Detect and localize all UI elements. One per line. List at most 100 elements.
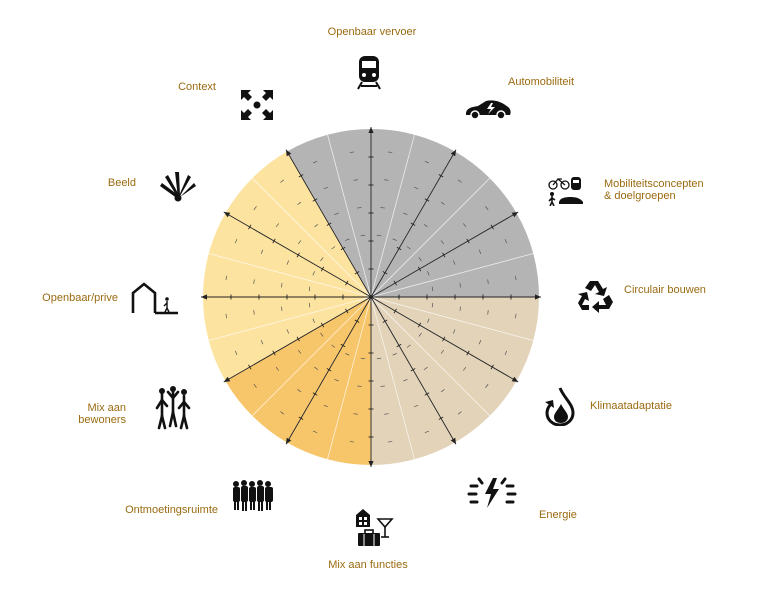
axis-label-mobiliteitsconcepten: Mobiliteitsconcepten & doelgroepen <box>604 178 704 202</box>
sector-mark <box>281 306 283 311</box>
sector-divider <box>208 296 372 341</box>
axis-arrowhead <box>368 127 374 133</box>
sector-mark <box>406 344 411 348</box>
sector-mark <box>297 201 302 205</box>
sector-mark <box>234 350 238 356</box>
public-private-icon <box>131 282 178 315</box>
sector-mark <box>225 313 227 319</box>
sector-mark <box>392 238 397 241</box>
sector-mark <box>440 389 445 393</box>
sector-mark <box>427 318 430 323</box>
axis-arrowhead <box>201 294 207 300</box>
sector-mark <box>260 249 264 255</box>
sector-mark <box>349 151 355 153</box>
sector-mark <box>323 404 329 408</box>
image-fan-icon <box>160 172 196 202</box>
axis-arrowhead <box>450 437 456 445</box>
axis-label-context: Context <box>178 81 216 93</box>
sector-mark <box>253 383 257 388</box>
sector-divider <box>370 134 415 298</box>
wheel-sector <box>287 134 371 297</box>
axis-arrowhead <box>511 376 519 382</box>
sector-divider <box>327 134 372 298</box>
axis-spoke <box>223 211 372 298</box>
people-group-icon <box>233 480 273 511</box>
recycle-icon <box>578 281 613 313</box>
axis-label-circulair-bouwen: Circulair bouwen <box>624 284 706 296</box>
sector-mark <box>418 257 422 262</box>
sector-mark <box>334 212 339 216</box>
sector-mark <box>312 160 318 164</box>
axis-label-mix-aan-functies: Mix aan functies <box>328 559 408 571</box>
sector-mark <box>452 260 456 265</box>
sector-mark <box>297 389 302 393</box>
sector-mark <box>312 430 318 434</box>
sector-mark <box>387 441 393 443</box>
axis-label-automobiliteit: Automobiliteit <box>508 76 575 88</box>
electric-car-icon <box>466 100 511 120</box>
sector-mark <box>380 207 385 209</box>
axis-spoke <box>370 211 519 298</box>
sector-mark <box>281 283 283 288</box>
sector-mark <box>406 246 411 250</box>
sector-mark <box>413 404 419 408</box>
sector-divider <box>327 296 372 460</box>
sector-divider <box>370 296 415 460</box>
axis-arrowhead <box>223 212 231 218</box>
energy-bolt-icon <box>467 477 517 508</box>
axis-arrowhead <box>223 376 231 382</box>
sector-mark <box>424 430 430 434</box>
sector-mark <box>459 306 461 311</box>
sector-mark <box>487 310 489 315</box>
sector-mark <box>253 206 257 211</box>
axis-label-openbaar-vervoer: Openbaar vervoer <box>327 26 417 38</box>
sector-mark <box>320 332 324 337</box>
sector-mark <box>308 286 311 292</box>
mobility-concepts-icon <box>548 177 583 206</box>
wheel-sector <box>252 151 371 297</box>
sector-divider <box>251 177 372 298</box>
sector-mark <box>225 275 227 281</box>
sector-mark <box>440 349 445 354</box>
sector-mark <box>314 366 319 371</box>
sector-mark <box>459 283 461 288</box>
axis-label-beeld: Beeld <box>107 177 136 189</box>
wheel-sector <box>287 297 371 460</box>
sector-mark <box>331 246 336 250</box>
sector-mark <box>323 186 329 190</box>
sector-mark <box>286 329 290 334</box>
sector-divider <box>370 296 534 341</box>
train-icon <box>357 56 381 90</box>
sector-mark <box>515 275 517 281</box>
sector-mark <box>427 271 430 276</box>
wheel-sector <box>371 213 534 297</box>
sector-mark <box>457 179 462 183</box>
sector-mark <box>253 310 255 315</box>
sector-mark <box>280 411 285 415</box>
sector-mark <box>320 257 324 262</box>
wheel-sector <box>371 178 517 297</box>
sector-mark <box>440 201 445 205</box>
axis-label-klimaatadaptatie: Klimaatadaptatie <box>590 400 672 412</box>
axis-arrowhead <box>511 212 519 218</box>
axis-spoke <box>370 296 519 383</box>
wheel-sector <box>371 134 455 297</box>
sector-mark <box>345 353 350 356</box>
sector-mark <box>360 357 366 360</box>
sector-divider <box>370 253 534 298</box>
sector-mark <box>234 238 238 244</box>
axis-spoke <box>370 296 457 445</box>
wheel-sector <box>225 297 371 416</box>
wheel-sector <box>371 151 490 297</box>
axis-spoke <box>370 149 457 298</box>
wheel-sector <box>371 297 534 381</box>
sector-mark <box>275 223 279 228</box>
axis-arrowhead <box>286 149 292 157</box>
sector-mark <box>297 240 302 245</box>
axis-label-ontmoetingsruimte: Ontmoetingsruimte <box>125 504 218 516</box>
sector-mark <box>357 207 362 209</box>
wheel-sector <box>371 297 517 416</box>
mixed-functions-icon <box>356 509 394 546</box>
